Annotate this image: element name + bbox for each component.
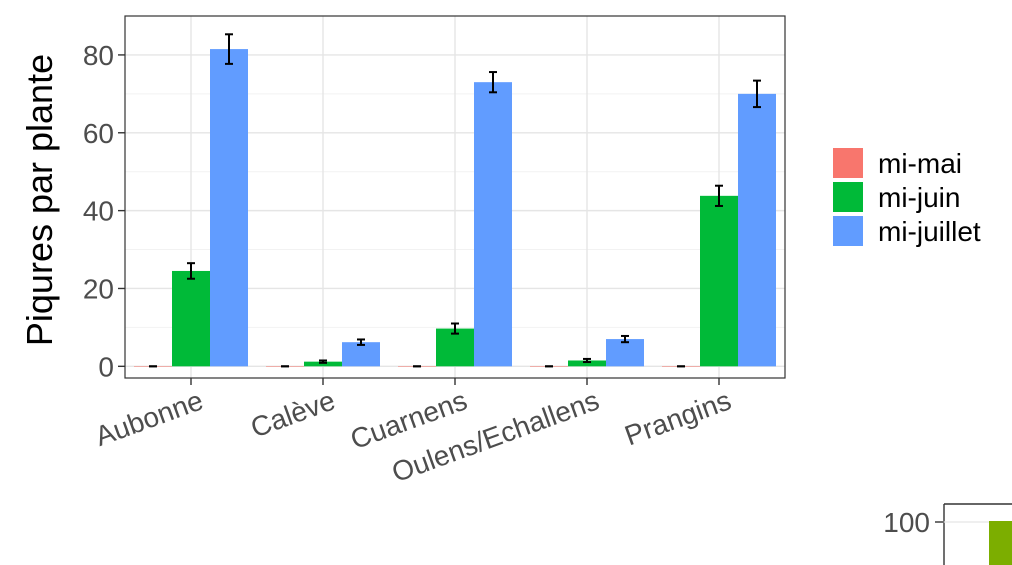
bar-mi-juin-Calève <box>304 361 342 367</box>
legend-key-mi-juillet <box>833 216 863 246</box>
bar <box>989 521 1012 565</box>
y-axis: 0 20 40 60 80 <box>83 40 125 382</box>
bar-mi-juin-Cuarnens <box>436 328 474 367</box>
y-axis-title: Piqures par plante <box>19 54 60 346</box>
y-tick-label: 100 <box>883 507 930 538</box>
bar-mi-juin-Prangins <box>700 195 738 367</box>
x-tick-label: Calève <box>247 385 340 444</box>
legend-label: mi-juillet <box>878 216 981 247</box>
x-tick-label: Aubonne <box>91 385 207 452</box>
legend-label: mi-juin <box>878 182 960 213</box>
error-bars-layer <box>149 33 761 368</box>
bar-mi-juillet-Oulens/Echallens <box>606 339 644 367</box>
y-tick-label: 0 <box>98 351 114 382</box>
legend-label: mi-mai <box>878 148 962 179</box>
bar-mi-juillet-Calève <box>342 342 380 367</box>
y-tick-label: 20 <box>83 273 114 304</box>
secondary-chart-fragment: 100 <box>883 503 1012 565</box>
y-tick-label: 40 <box>83 196 114 227</box>
bars-layer <box>134 49 776 367</box>
y-tick-label: 60 <box>83 118 114 149</box>
bar-mi-juin-Aubonne <box>172 270 210 367</box>
bar-mi-juin-Oulens/Echallens <box>568 360 606 367</box>
bar-mi-juillet-Prangins <box>738 93 776 367</box>
x-tick-label: Prangins <box>621 385 735 452</box>
legend-key-mi-juin <box>833 182 863 212</box>
bar-mi-juillet-Aubonne <box>210 49 248 367</box>
y-tick-label: 80 <box>83 40 114 71</box>
bar-mi-juillet-Cuarnens <box>474 82 512 367</box>
legend-key-mi-mai <box>833 148 863 178</box>
